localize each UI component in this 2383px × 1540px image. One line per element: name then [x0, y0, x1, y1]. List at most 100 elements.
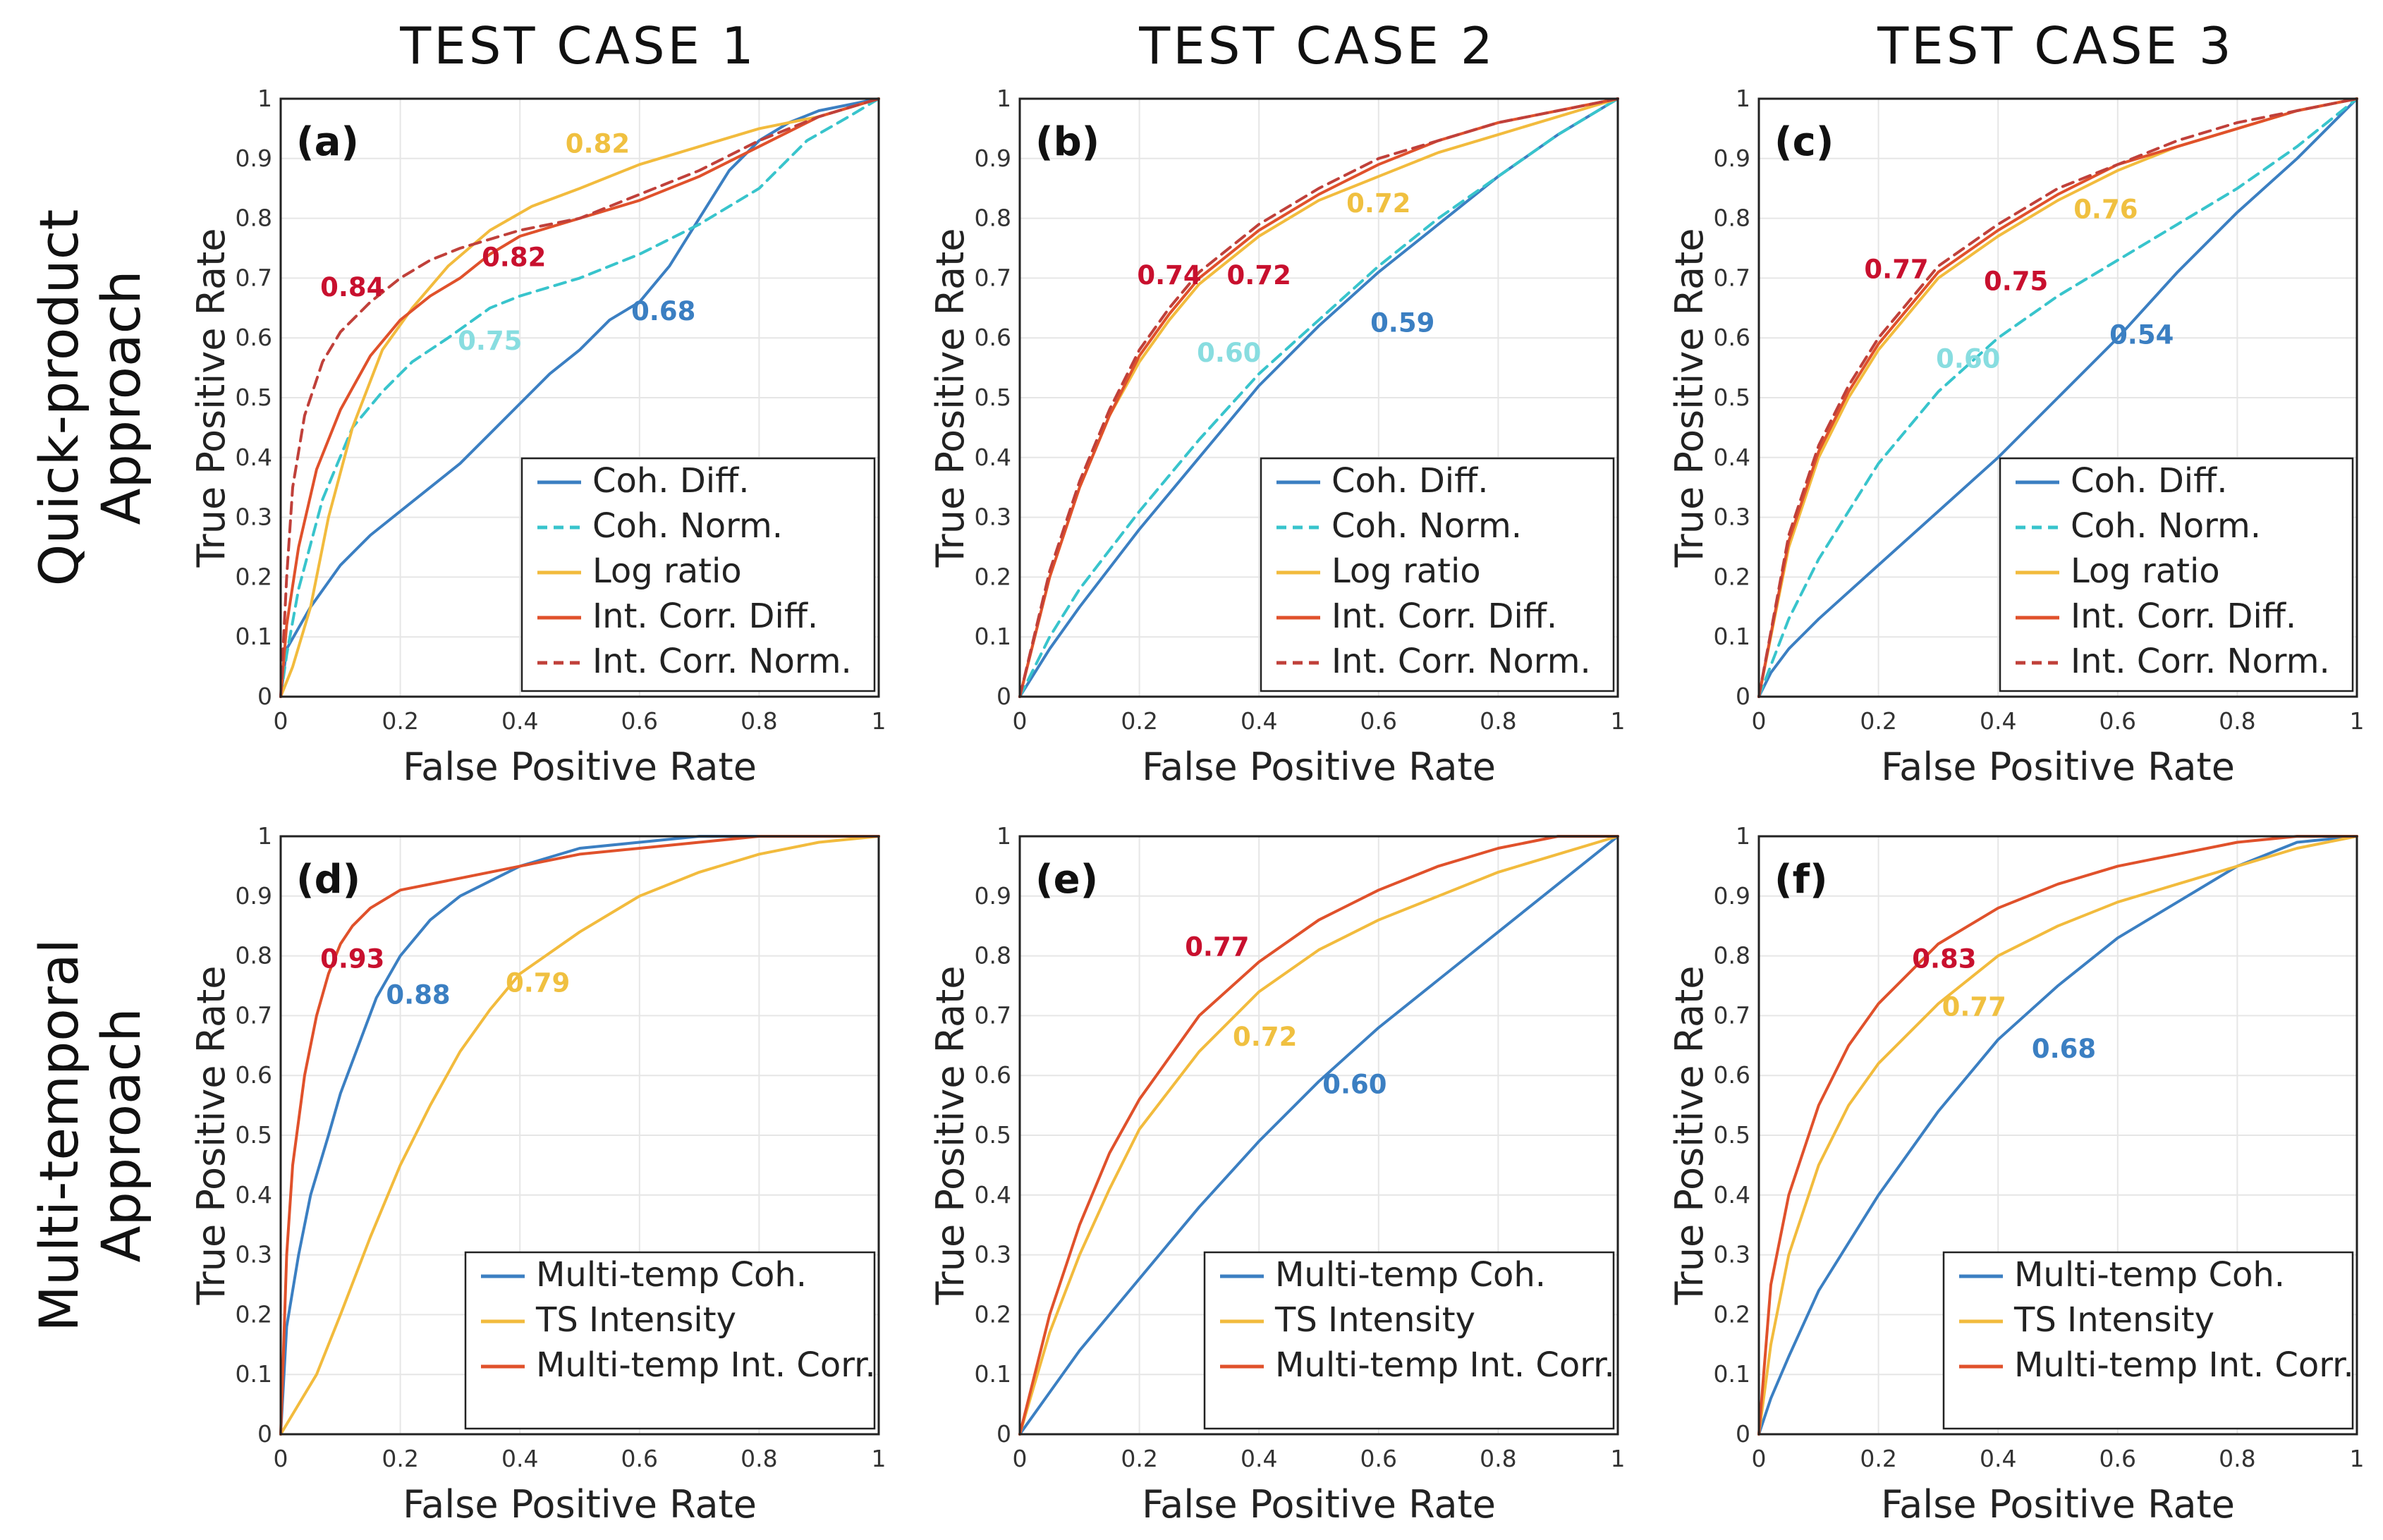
panel-c-ytick-label: 0.7 — [1714, 264, 1750, 291]
panel-d-auc-label-2: 0.88 — [386, 979, 450, 1010]
panel-c-ytick-label: 0.5 — [1714, 384, 1750, 411]
panel-e-series-2-line — [1018, 835, 1619, 1436]
panel-b-xtick-label: 0 — [1013, 707, 1028, 735]
panel-a-legend-box — [520, 457, 876, 692]
panel-b-ytick-label: 0.5 — [975, 384, 1011, 411]
panel-d-xtick-label: 0.6 — [621, 1445, 658, 1472]
panel-b-ytick-label: 0.6 — [975, 324, 1011, 351]
panel-c-xtick-label: 0.8 — [2219, 707, 2255, 735]
panel-a-series-5-line — [279, 97, 880, 698]
panel-f-ytick-label: 0 — [1736, 1420, 1750, 1448]
panel-f-xtick-label: 0.8 — [2219, 1445, 2255, 1472]
panel-e-auc-label-3: 0.60 — [1322, 1070, 1386, 1100]
panel-d-auc-label-1: 0.93 — [320, 944, 384, 974]
panel-e-ytick-label: 0.1 — [975, 1360, 1011, 1388]
panel-e-ytick-label: 0.2 — [975, 1300, 1011, 1328]
panel-c-x-axis-label: False Positive Rate — [1881, 745, 2235, 789]
panel-e-ytick-label: 0.4 — [975, 1181, 1011, 1209]
panel-a-frame — [279, 97, 880, 698]
row-title-2-line-1: Multi-temporal — [28, 939, 90, 1331]
panel-f-ytick-label: 0.7 — [1714, 1001, 1750, 1029]
panel-a-auc-label-5: 0.68 — [631, 296, 695, 326]
panel-a-legend: Coh. Diff. Coh. Norm. Log ratio Int. Corr. … — [520, 457, 876, 692]
panel-e-ytick-label: 0 — [997, 1420, 1011, 1448]
panel-f-legend: Multi-temp Coh. TS Intensity Multi-temp In… — [1942, 1251, 2354, 1430]
panel-e-label: (e) — [1035, 857, 1098, 903]
panel-a-auc-label-3: 0.82 — [566, 128, 630, 159]
panel-c-series-1-line — [1757, 97, 2358, 698]
panel-f-xtick-label: 0.6 — [2099, 1445, 2136, 1472]
panel-c-ytick-label: 0.3 — [1714, 503, 1750, 531]
panel-d-xtick-label: 0 — [274, 1445, 288, 1472]
panel-a-legend-label-3: Log ratio — [592, 551, 742, 591]
panel-c-auc-label-4: 0.60 — [1936, 344, 2000, 374]
row-title-1-line-1: Quick-product — [28, 209, 90, 587]
panel-f-ytick-label: 0.1 — [1714, 1360, 1750, 1388]
panel-e-x-axis-label: False Positive Rate — [1142, 1482, 1496, 1527]
panel-c-xtick-label: 1 — [2350, 707, 2365, 735]
panel-e-ytick-label: 0.5 — [975, 1121, 1011, 1149]
panel-e-legend-label-1: Multi-temp Coh. — [1275, 1255, 1546, 1295]
panel-b-ytick-label: 0.3 — [975, 503, 1011, 531]
panel-d-legend: Multi-temp Coh. TS Intensity Multi-temp In… — [464, 1251, 876, 1430]
panel-d-ytick-label: 0 — [257, 1420, 272, 1448]
panel-d: 0 0.1 0.2 0.3 0.4 0.5 0.6 0.7 0.8 0.9 1 0 0.2 0.4 0.6 0… — [189, 822, 886, 1527]
row-title-2-line-2: Approach — [90, 1008, 152, 1262]
panel-d-series-2-line — [279, 835, 880, 1436]
panel-a-legend-label-2: Coh. Norm. — [592, 506, 783, 546]
panel-a-legend-label-5: Int. Corr. Norm. — [592, 642, 852, 681]
panel-a-auc-label-4: 0.75 — [458, 326, 522, 356]
panel-b-ytick-label: 0.9 — [975, 145, 1011, 172]
panel-a-ytick-label: 0.7 — [236, 264, 272, 291]
panel-c-ytick-label: 0 — [1736, 683, 1750, 710]
panel-b-legend: Coh. Diff. Coh. Norm. Log ratio Int. Corr. … — [1260, 457, 1615, 692]
panel-c-series-4-line — [1757, 97, 2358, 698]
panel-b-auc-label-2: 0.72 — [1227, 260, 1291, 291]
panel-f-legend-label-1: Multi-temp Coh. — [2014, 1255, 2285, 1295]
panel-c-ytick-label: 0.8 — [1714, 204, 1750, 232]
panel-b-legend-label-2: Coh. Norm. — [1331, 506, 1522, 546]
panel-d-legend-box — [464, 1251, 876, 1430]
panel-c-auc-label-5: 0.54 — [2109, 320, 2174, 350]
panel-f-auc-label-2: 0.77 — [1942, 991, 2006, 1022]
panel-f-ytick-label: 1 — [1736, 822, 1750, 850]
panel-f-series-2-line — [1757, 835, 2358, 1436]
panel-a-ytick-label: 0.3 — [236, 503, 272, 531]
panel-d-xtick-label: 1 — [872, 1445, 886, 1472]
panel-f-ytick-label: 0.3 — [1714, 1241, 1750, 1269]
panel-a-series-1-line — [279, 97, 880, 698]
panel-b-xtick-label: 0.4 — [1241, 707, 1277, 735]
panel-c-xtick-label: 0.4 — [1980, 707, 2016, 735]
panel-a-auc-label-1: 0.84 — [320, 272, 384, 302]
panel-c-ytick-label: 1 — [1736, 85, 1750, 112]
panel-f-auc-label-3: 0.68 — [2032, 1034, 2096, 1064]
panel-b-legend-box — [1260, 457, 1615, 692]
panel-c-y-axis-label: True Positive Rate — [1667, 228, 1712, 568]
row-title-2: Multi-temporal Approach — [28, 939, 152, 1331]
panel-d-auc-label-3: 0.79 — [506, 967, 570, 998]
panel-e-ytick-label: 1 — [997, 822, 1011, 850]
panel-f-legend-box — [1942, 1251, 2354, 1430]
panel-b-xtick-label: 0.2 — [1121, 707, 1157, 735]
panel-d-legend-label-1: Multi-temp Coh. — [536, 1255, 807, 1295]
panel-f-ytick-label: 0.9 — [1714, 882, 1750, 910]
panel-d-ytick-label: 0.1 — [236, 1360, 272, 1388]
panel-c-xtick-label: 0.2 — [1860, 707, 1896, 735]
panel-a-xtick-label: 0.8 — [741, 707, 777, 735]
panel-b-x-axis-label: False Positive Rate — [1142, 745, 1496, 789]
panel-e-xtick-label: 0 — [1013, 1445, 1028, 1472]
panel-b-ytick-label: 0.4 — [975, 444, 1011, 471]
panel-e-y-axis-label: True Positive Rate — [928, 965, 973, 1305]
panel-a-auc-label-2: 0.82 — [482, 242, 546, 272]
panel-d-label: (d) — [296, 857, 360, 903]
panel-c-legend-label-1: Coh. Diff. — [2071, 461, 2227, 501]
panel-b-y-axis-label: True Positive Rate — [928, 228, 973, 568]
panel-c-legend-label-4: Int. Corr. Diff. — [2071, 597, 2296, 636]
panel-f-ytick-label: 0.2 — [1714, 1300, 1750, 1328]
panel-c-auc-label-3: 0.76 — [2073, 195, 2138, 225]
panel-c-auc-label-2: 0.75 — [1984, 266, 2048, 296]
panel-a-legend-label-1: Coh. Diff. — [592, 461, 749, 501]
panel-f-ytick-label: 0.6 — [1714, 1061, 1750, 1089]
panel-b-ytick-label: 0 — [997, 683, 1011, 710]
panel-c-frame — [1757, 97, 2358, 698]
